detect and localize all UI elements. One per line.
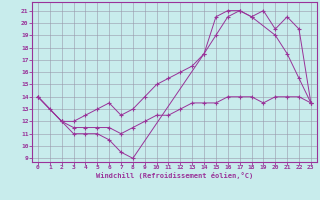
X-axis label: Windchill (Refroidissement éolien,°C): Windchill (Refroidissement éolien,°C): [96, 172, 253, 179]
